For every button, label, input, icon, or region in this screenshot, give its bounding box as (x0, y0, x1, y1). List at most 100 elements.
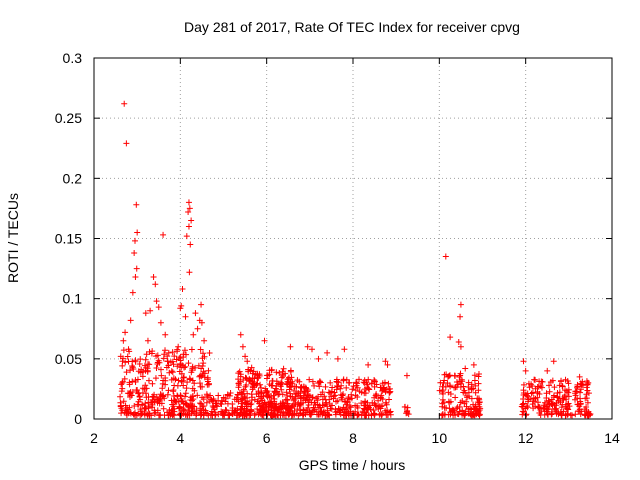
data-point-marker (153, 365, 160, 372)
data-point-marker (338, 382, 345, 389)
data-point-marker (276, 369, 283, 376)
data-point-marker (132, 357, 139, 364)
data-point-marker (184, 379, 191, 386)
data-point-marker (239, 391, 246, 398)
data-point-marker (123, 140, 130, 147)
data-point-marker (583, 384, 590, 391)
x-tick-label: 6 (263, 430, 271, 446)
data-point-marker (284, 396, 291, 403)
data-point-marker (384, 407, 391, 414)
data-point-marker (184, 412, 191, 419)
data-point-marker (203, 399, 210, 406)
data-point-marker (233, 412, 240, 419)
grid-lines (94, 58, 612, 419)
data-point-marker (174, 363, 181, 370)
data-point-marker (373, 381, 380, 388)
data-point-marker (120, 355, 127, 362)
data-point-marker (316, 383, 323, 390)
data-point-marker (520, 381, 527, 388)
data-point-marker (383, 401, 390, 408)
data-point-marker (160, 405, 167, 412)
data-point-marker (363, 384, 370, 391)
data-point-marker (531, 376, 538, 383)
data-point-marker (462, 408, 469, 415)
data-point-marker (247, 412, 254, 419)
data-point-marker (247, 367, 254, 374)
data-point-marker (574, 383, 581, 390)
data-point-marker (197, 346, 204, 353)
data-point-marker (200, 396, 207, 403)
data-point-marker (180, 374, 187, 381)
data-point-marker (556, 382, 563, 389)
data-point-marker (126, 381, 133, 388)
data-point-marker (142, 356, 149, 363)
x-axis-label: GPS time / hours (299, 457, 406, 473)
data-point-marker (243, 406, 250, 413)
data-point-marker (381, 386, 388, 393)
data-point-marker (377, 403, 384, 410)
data-point-marker (561, 392, 568, 399)
data-point-marker (275, 412, 282, 419)
data-point-marker (475, 387, 482, 394)
data-point-marker (304, 343, 311, 350)
data-point-marker (296, 378, 303, 385)
data-point-marker (273, 369, 280, 376)
data-point-marker (202, 407, 209, 414)
data-point-marker (173, 348, 180, 355)
data-point-marker (530, 394, 537, 401)
data-point-marker (155, 357, 162, 364)
data-point-marker (273, 378, 280, 385)
data-point-marker (249, 386, 256, 393)
data-point-marker (520, 358, 527, 365)
data-point-marker (446, 382, 453, 389)
data-point-marker (203, 391, 210, 398)
data-point-marker (249, 374, 256, 381)
data-point-marker (279, 371, 286, 378)
data-point-marker (343, 406, 350, 413)
data-point-marker (120, 347, 127, 354)
data-point-marker (141, 405, 148, 412)
data-point-marker (333, 386, 340, 393)
data-point-marker (577, 395, 584, 402)
data-point-marker (146, 361, 153, 368)
data-point-marker (335, 405, 342, 412)
data-point-marker (181, 407, 188, 414)
data-point-marker (560, 408, 567, 415)
data-point-marker (457, 301, 464, 308)
data-point-marker (298, 383, 305, 390)
data-point-marker (201, 370, 208, 377)
data-point-marker (258, 389, 265, 396)
data-point-marker (272, 403, 279, 410)
data-point-marker (314, 411, 321, 418)
data-point-marker (551, 384, 558, 391)
data-point-marker (280, 365, 287, 372)
data-point-marker (169, 369, 176, 376)
data-point-marker (547, 378, 554, 385)
data-point-marker (188, 369, 195, 376)
data-point-marker (296, 409, 303, 416)
data-point-marker (436, 387, 443, 394)
data-point-marker (251, 382, 258, 389)
data-point-marker (565, 400, 572, 407)
data-point-marker (149, 404, 156, 411)
data-point-marker (446, 405, 453, 412)
y-tick-label: 0.25 (55, 110, 82, 126)
data-point-marker (452, 394, 459, 401)
data-point-marker (193, 410, 200, 417)
data-point-marker (440, 399, 447, 406)
data-point-marker (122, 329, 129, 336)
data-point-marker (453, 378, 460, 385)
data-point-marker (355, 376, 362, 383)
data-point-marker (544, 367, 551, 374)
data-point-marker (178, 411, 185, 418)
data-point-marker (197, 372, 204, 379)
data-point-marker (133, 265, 140, 272)
data-point-marker (268, 402, 275, 409)
data-point-marker (237, 331, 244, 338)
data-point-marker (558, 377, 565, 384)
data-point-marker (133, 387, 140, 394)
data-point-marker (259, 407, 266, 414)
data-point-marker (377, 394, 384, 401)
data-point-marker (240, 376, 247, 383)
data-point-marker (379, 380, 386, 387)
